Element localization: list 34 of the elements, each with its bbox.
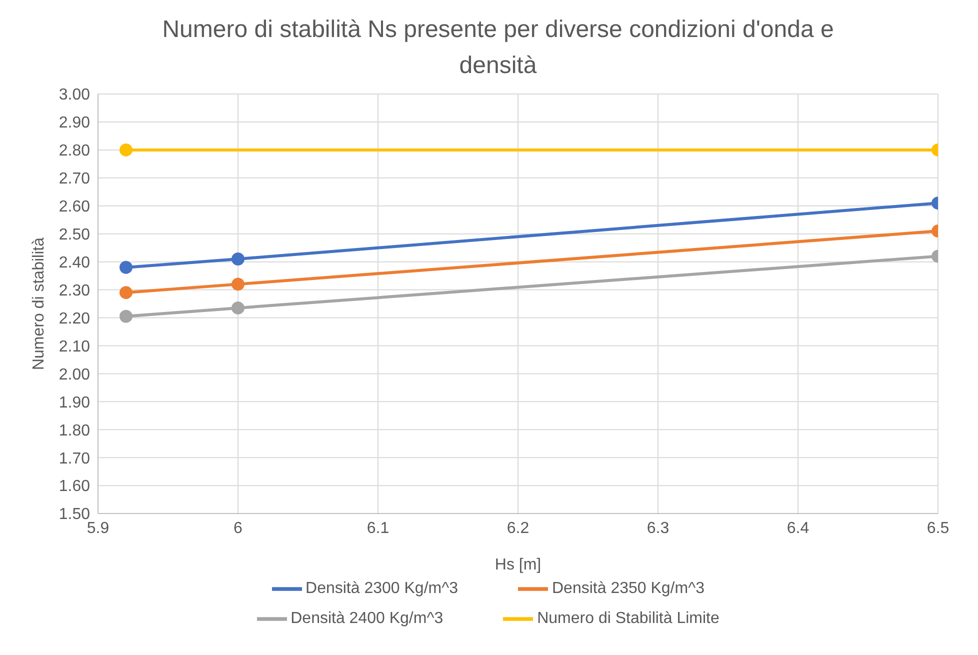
y-tick-label: 2.10 — [58, 338, 90, 356]
x-tick-label: 6.3 — [646, 520, 670, 537]
legend-label: Densità 2350 Kg/m^3 — [552, 580, 704, 597]
x-tick-label: 6.5 — [926, 520, 950, 537]
y-tick-label: 1.60 — [58, 478, 90, 496]
x-tick-label: 6 — [234, 520, 243, 537]
x-tick-label: 6.1 — [366, 520, 390, 537]
x-tick-label: 6.2 — [506, 520, 530, 537]
point — [120, 310, 132, 323]
y-axis-title: Numero di stabilità — [30, 237, 48, 370]
y-tick-label: 2.20 — [58, 310, 90, 328]
point — [232, 301, 244, 314]
y-tick-label: 1.90 — [58, 394, 90, 412]
point — [232, 278, 244, 291]
legend-label: Numero di Stabilità Limite — [537, 610, 720, 627]
y-tick-label: 3.00 — [58, 86, 90, 104]
y-tick-label: 2.70 — [58, 170, 90, 188]
y-tick-label: 2.90 — [58, 114, 90, 132]
chart-title: Numero di stabilità Ns presente per diverse condizioni d'onda e densità — [161, 15, 835, 81]
y-tick-label: 2.00 — [58, 366, 90, 384]
legend-label: Densità 2300 Kg/m^3 — [306, 580, 458, 597]
point — [120, 286, 132, 300]
y-tick-label: 2.50 — [58, 226, 90, 244]
point — [120, 260, 132, 274]
y-tick-label: 2.30 — [58, 282, 90, 300]
x-axis-title: Hs [m] — [494, 556, 542, 574]
y-tick-label: 2.80 — [58, 142, 90, 160]
y-tick-label: 2.40 — [58, 254, 90, 272]
y-tick-label: 1.70 — [58, 450, 90, 468]
point — [232, 252, 244, 266]
x-tick-label: 6.4 — [786, 520, 810, 537]
y-tick-label: 2.60 — [58, 198, 90, 216]
y-tick-label: 1.80 — [58, 422, 90, 440]
legend-label: Densità 2400 Kg/m^3 — [290, 610, 444, 627]
